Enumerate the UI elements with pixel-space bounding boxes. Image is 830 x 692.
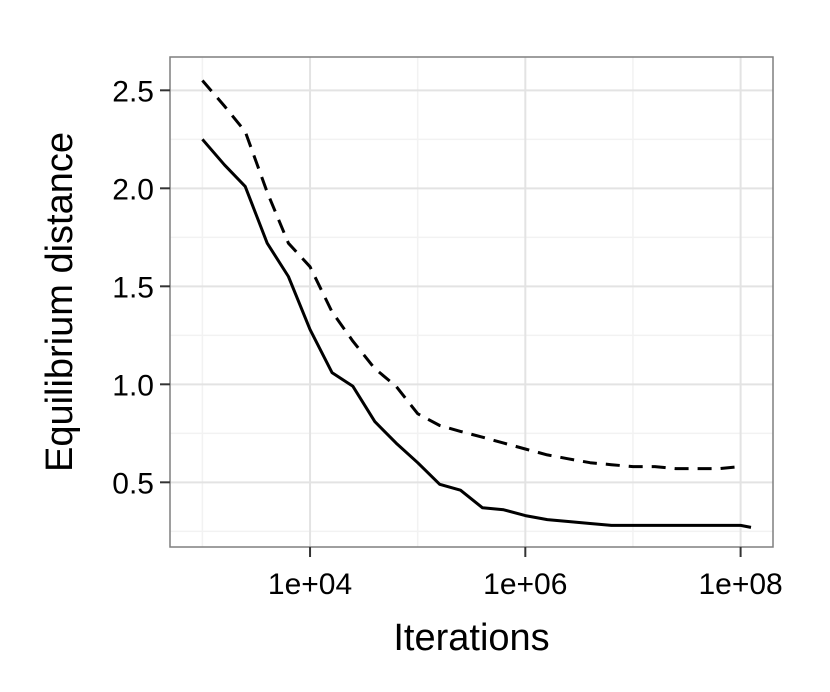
y-tick-label: 2.0 — [112, 173, 154, 206]
y-tick-label: 0.5 — [112, 467, 154, 500]
series-layer — [201, 79, 752, 529]
series-line-solid — [201, 138, 752, 529]
x-axis-title: Iterations — [393, 617, 549, 659]
major-grid — [170, 57, 773, 547]
panel-border — [169, 56, 774, 548]
x-axis: 1e+04 1e+06 1e+08 — [268, 547, 783, 601]
y-axis: 0.5 1.0 1.5 2.0 2.5 — [112, 75, 170, 500]
y-tick-label: 1.5 — [112, 271, 154, 304]
x-tick-label: 1e+06 — [483, 568, 567, 601]
y-axis-title: Equilibrium distance — [39, 132, 81, 472]
minor-grid — [170, 57, 773, 547]
y-tick-label: 1.0 — [112, 369, 154, 402]
x-tick-label: 1e+08 — [698, 568, 782, 601]
series-line-dashed — [201, 79, 741, 471]
panel-background — [170, 57, 773, 547]
y-tick-label: 2.5 — [112, 75, 154, 108]
x-tick-label: 1e+04 — [268, 568, 352, 601]
